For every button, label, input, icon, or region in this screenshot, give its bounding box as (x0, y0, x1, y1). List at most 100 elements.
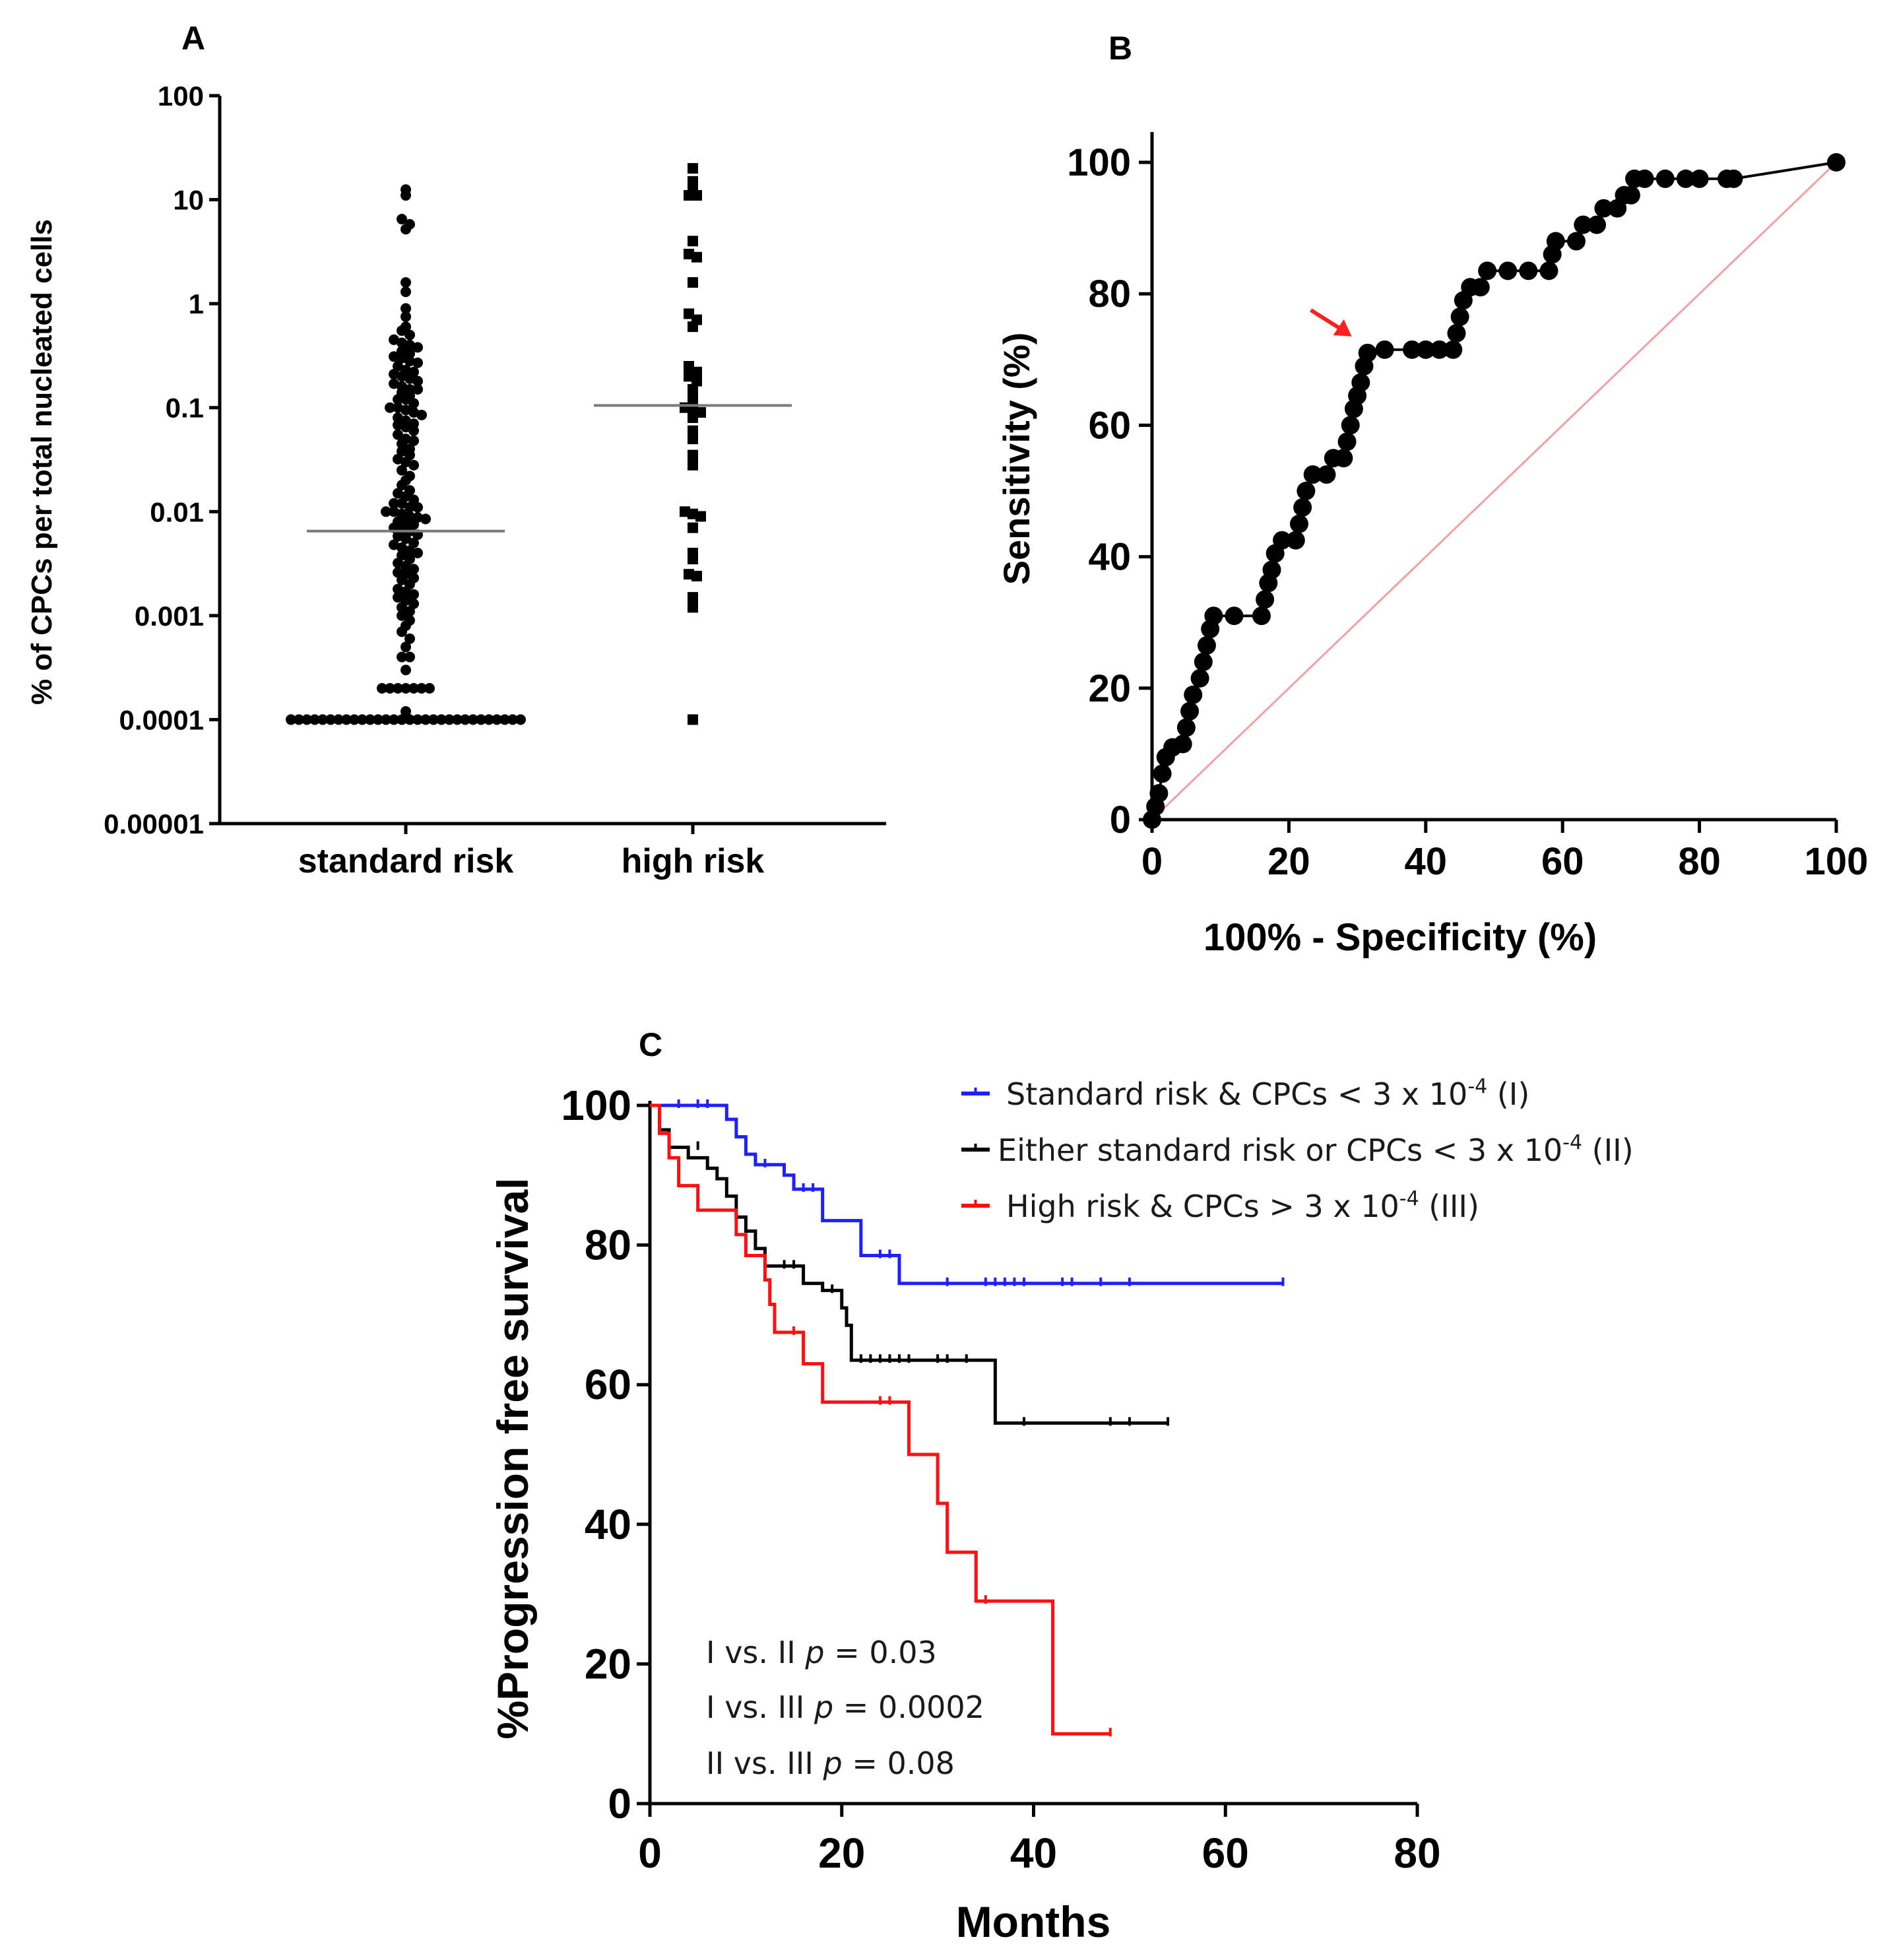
panel-a-data-point (294, 714, 304, 725)
panel-b-roc-point (1252, 606, 1271, 626)
panel-a-data-point (401, 311, 411, 322)
panel-a-data-point (317, 714, 328, 725)
panel-a-data-point (401, 560, 411, 572)
panel-a-data-point (401, 533, 411, 544)
panel-c-legend-label: High risk & CPCs > 3 x 10-4 (III) (1006, 1187, 1479, 1224)
panel-a-data-point (389, 714, 399, 725)
panel-b-x-tick-label: 40 (1405, 840, 1448, 883)
panel-a-data-point (404, 633, 415, 644)
panel-a-data-point (397, 610, 407, 621)
panel-b-roc-point (1471, 278, 1490, 297)
panel-a-data-point (397, 465, 407, 476)
panel-c-p-value: I vs. III p = 0.0002 (706, 1689, 984, 1725)
panel-b-roc-point (1262, 560, 1281, 579)
panel-a-data-point (460, 714, 470, 725)
panel-c-y-axis-label: %Progression free survival (488, 1177, 537, 1739)
panel-a-data-point (688, 459, 698, 471)
panel-a-y-tick-label: 1 (189, 288, 204, 319)
panel-b-y-tick-label: 100 (1067, 141, 1131, 184)
panel-b-y-tick-label: 60 (1088, 404, 1131, 447)
panel-a-data-point (389, 378, 399, 389)
panel-a-data-point (404, 651, 415, 663)
panel-a-data-point (401, 586, 411, 597)
panel-a-data-point (393, 488, 403, 499)
panel-a-data-point (393, 420, 403, 431)
panel-a-data-point (408, 564, 419, 575)
panel-b-roc-point (1273, 531, 1292, 550)
panel-a-data-point (401, 303, 411, 314)
panel-c-y-tick-label: 0 (608, 1780, 631, 1827)
panel-a-data-point (404, 373, 415, 384)
panel-a-data-point (393, 412, 403, 423)
panel-a-data-point (515, 714, 526, 725)
panel-a-data-point (499, 714, 510, 725)
panel-b-y-tick-label: 20 (1088, 667, 1131, 710)
panel-a-data-point (688, 714, 698, 725)
panel-c-letter: C (639, 1026, 662, 1063)
panel-a-data-point (325, 714, 336, 725)
panel-a-data-point (373, 714, 383, 725)
panel-b-x-tick-label: 0 (1141, 840, 1163, 883)
panel-a-data-point (401, 190, 411, 201)
panel-a-data-point (507, 714, 518, 725)
panel-a-data-point (691, 376, 702, 387)
panel-c-y-tick-label: 60 (585, 1361, 631, 1408)
panel-a-data-point (397, 651, 407, 663)
panel-a-data-point (389, 334, 399, 345)
panel-b-roc-point (1447, 323, 1466, 343)
panel-b-roc-point (1444, 340, 1463, 359)
panel-a-data-point (404, 356, 415, 367)
panel-b-roc-point (1153, 764, 1172, 783)
panel-a-data-point (412, 342, 423, 353)
panel-b-roc-point (1375, 340, 1394, 359)
panel-a-data-point (408, 398, 419, 409)
panel-a-points (286, 163, 706, 725)
panel-c-legend-label: Either standard risk or CPCs < 3 x 10-4 … (998, 1131, 1634, 1168)
panel-a-data-point (691, 190, 702, 201)
panel-a-data-point (393, 429, 403, 440)
panel-a-data-point (389, 368, 399, 379)
panel-a-y-tick-label: 10 (173, 185, 204, 216)
panel-b-x-tick-label: 20 (1267, 840, 1310, 883)
panel-b-y-tick-label: 80 (1088, 273, 1131, 315)
panel-a-data-point (393, 402, 403, 413)
panel-a-data-point (688, 592, 698, 603)
panel-a-data-point (484, 714, 494, 725)
panel-a-data-point (389, 539, 399, 550)
panel-a-data-point (688, 425, 698, 436)
panel-c-y-tick-label: 100 (561, 1082, 631, 1129)
panel-b-letter: B (1108, 30, 1132, 67)
panel-c-x-tick-label: 20 (818, 1829, 865, 1877)
panel-a-data-point (389, 498, 399, 509)
panel-a-data-point (393, 361, 403, 372)
panel-b-arrow-head (1333, 319, 1352, 337)
panel-a-data-point (397, 498, 407, 509)
panel-b-x-tick-label: 100 (1805, 840, 1869, 883)
panel-a-data-point (393, 583, 403, 595)
panel-a-data-point (397, 626, 407, 637)
panel-a-data-point (393, 592, 403, 603)
panel-a-y-tick-label: 0.01 (150, 496, 204, 527)
panel-b-roc-point (1519, 261, 1538, 280)
panel-a-data-point (404, 339, 415, 350)
panel-c-x-tick-label: 40 (1010, 1829, 1057, 1877)
panel-a-data-point (401, 665, 411, 676)
panel-b-roc-point (1621, 185, 1640, 205)
panel-a-data-point (397, 445, 407, 457)
panel-a-y-tick-label: 100 (158, 81, 204, 112)
panel-a-data-point (416, 682, 427, 694)
panel-a-data-point (404, 502, 415, 513)
panel-a-data-point (688, 383, 698, 395)
panel-c-x-tick-label: 0 (638, 1829, 662, 1877)
panel-c-survival-curves (650, 1099, 1285, 1737)
panel-a-y-tick-label: 0.001 (135, 601, 204, 632)
panel-a-data-point (401, 641, 411, 653)
panel-a-data-point (389, 506, 399, 517)
panel-a-data-point (688, 434, 698, 445)
panel-a-data-point (412, 714, 423, 725)
panel-a-data-point (688, 176, 698, 187)
panel-a-data-point (412, 502, 423, 513)
panel-a-data-point (408, 537, 419, 548)
panel-b-roc-point (1341, 416, 1360, 435)
panel-a-data-point (444, 714, 455, 725)
